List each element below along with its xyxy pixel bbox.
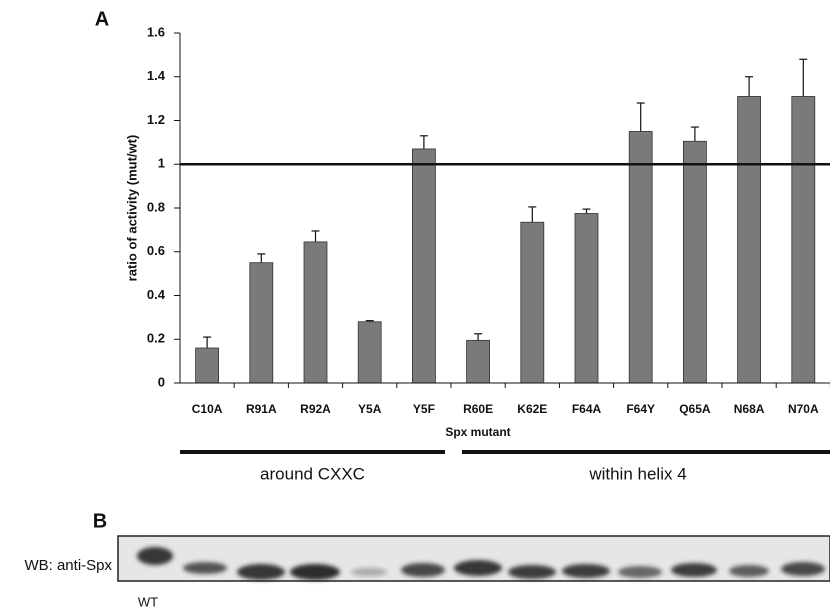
x-tick-label: N70A: [788, 402, 819, 416]
y-tick-label: 1: [158, 156, 165, 171]
x-tick-label: N68A: [734, 402, 765, 416]
x-tick-label: Q65A: [679, 402, 711, 416]
y-tick-label: 1.6: [147, 24, 165, 39]
bar: [575, 213, 598, 383]
bar: [304, 242, 327, 383]
bar: [250, 263, 273, 383]
bar: [792, 96, 815, 383]
y-tick-label: 1.4: [147, 68, 166, 83]
x-tick-label: F64Y: [626, 402, 655, 416]
y-tick-label: 0.4: [147, 287, 166, 302]
x-tick-label: R92A: [300, 402, 331, 416]
bar: [358, 322, 381, 383]
bar: [196, 348, 219, 383]
y-tick-label: 0.8: [147, 199, 165, 214]
bar: [521, 222, 544, 383]
blot-lane-label: WT: [138, 594, 158, 608]
y-axis-title: ratio of activity (mut/wt): [124, 135, 139, 282]
x-tick-label: R60E: [463, 402, 493, 416]
x-tick-label: K62E: [517, 402, 547, 416]
panel-label: B: [93, 510, 107, 532]
bar: [629, 131, 652, 383]
bar: [738, 96, 761, 383]
blot-row-label: WB: anti-Spx: [24, 557, 112, 574]
x-tick-label: Y5A: [358, 402, 382, 416]
panel-label: A: [95, 8, 109, 30]
y-tick-label: 0: [158, 374, 165, 389]
group-label: within helix 4: [588, 464, 686, 483]
x-axis-title: Spx mutant: [445, 425, 510, 439]
x-tick-label: F64A: [572, 402, 602, 416]
bar: [683, 141, 706, 383]
figure: A ratio of activity (mut/wt) Spx mutant …: [0, 0, 830, 608]
x-tick-label: C10A: [192, 402, 223, 416]
group-label: around CXXC: [260, 464, 365, 483]
y-tick-label: 0.2: [147, 331, 165, 346]
x-tick-label: Y5F: [413, 402, 435, 416]
bar: [467, 340, 490, 383]
y-tick-label: 0.6: [147, 243, 165, 258]
x-tick-label: R91A: [246, 402, 277, 416]
bar: [412, 149, 435, 383]
y-tick-label: 1.2: [147, 112, 165, 127]
western-blot: [118, 536, 830, 581]
